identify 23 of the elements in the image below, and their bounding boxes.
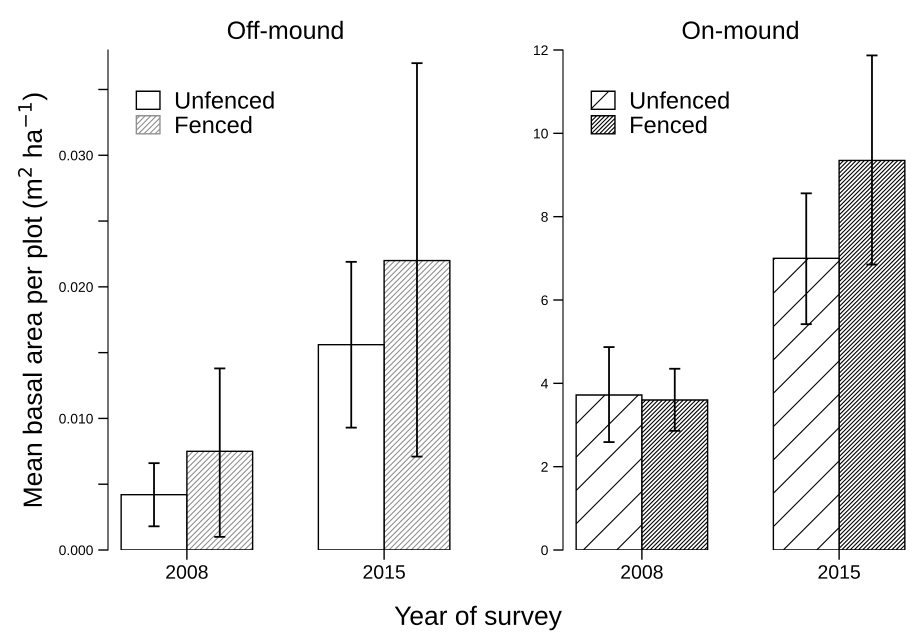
y-tick-label: 12	[534, 45, 548, 56]
y-tick-label: 4	[541, 378, 548, 388]
y-tick-label: 0.000	[59, 545, 93, 556]
legend-label: Unfenced	[176, 91, 274, 109]
y-tick-label: 10	[534, 128, 548, 139]
chart-title: On-mound	[682, 20, 798, 40]
x-axis-title: Year of survey	[394, 606, 562, 630]
x-tick-label: 2008	[166, 565, 208, 579]
x-tick-label: 2008	[621, 565, 663, 579]
legend-label: Unfenced	[630, 91, 729, 109]
y-tick-label: 0.010	[59, 414, 93, 424]
y-tick-label: 2	[541, 462, 548, 472]
y-tick-label: 0	[541, 545, 548, 556]
y-axis-title: Mean basal area per plot (m$^{2}$ ha$^{−1}$)	[18, 94, 48, 506]
legend-label: Fenced	[176, 116, 252, 134]
x-tick-label: 2015	[363, 565, 405, 579]
x-tick-label: 2015	[818, 565, 860, 579]
y-tick-label: 8	[541, 212, 548, 222]
y-tick-label: 6	[541, 295, 548, 306]
y-tick-label: 0.020	[59, 282, 93, 292]
chart-title: Off-mound	[228, 20, 343, 40]
legend-label: Fenced	[631, 116, 706, 134]
y-tick-label: 0.030	[59, 150, 93, 160]
